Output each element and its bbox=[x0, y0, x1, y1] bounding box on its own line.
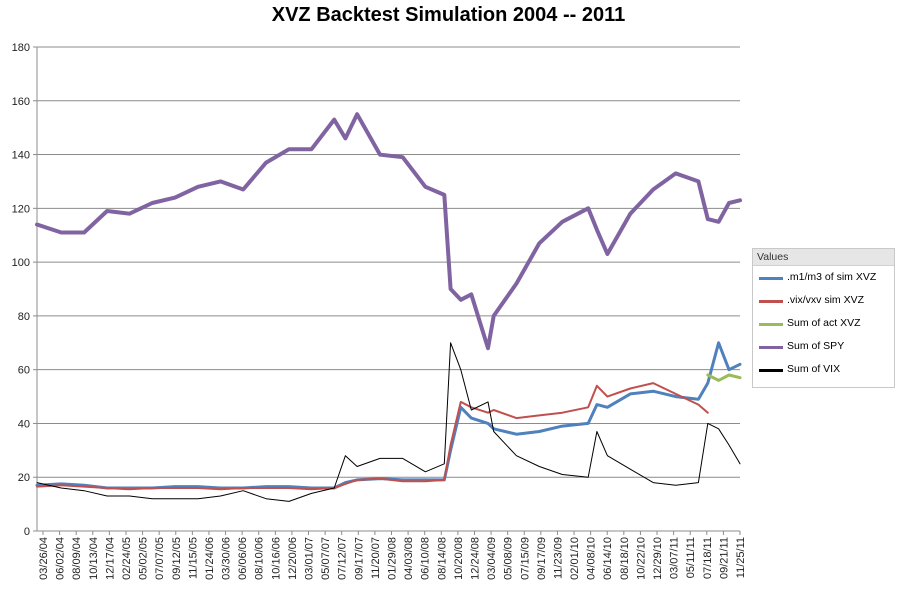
x-tick-label-26: 12/24/08 bbox=[469, 537, 481, 580]
x-tick-label-0: 03/26/04 bbox=[38, 537, 50, 580]
x-tick-label-12: 06/06/06 bbox=[237, 537, 249, 580]
x-tick-label-38: 03/07/11 bbox=[669, 537, 681, 579]
y-tick-label-60: 60 bbox=[18, 365, 30, 377]
x-tick-label-13: 08/10/06 bbox=[254, 537, 266, 580]
legend-label-m1m3: .m1/m3 of sim XVZ bbox=[787, 271, 877, 283]
x-tick-label-30: 09/17/09 bbox=[536, 537, 548, 580]
x-tick-label-4: 12/17/04 bbox=[104, 537, 116, 580]
legend-swatch-vix bbox=[759, 369, 783, 372]
x-tick-label-15: 12/20/06 bbox=[287, 537, 299, 580]
y-tick-labels: 0 20 40 60 80 100 120 140 160 180 bbox=[12, 42, 30, 538]
y-tick-label-80: 80 bbox=[18, 311, 30, 323]
x-tick-label-37: 12/29/10 bbox=[652, 537, 664, 580]
x-tick-label-7: 07/07/05 bbox=[154, 537, 166, 580]
series-line-act-xvz bbox=[706, 373, 742, 382]
x-tick-label-27: 03/04/09 bbox=[486, 537, 498, 580]
x-tick-label-3: 10/13/04 bbox=[88, 537, 100, 580]
x-tick-label-36: 10/22/10 bbox=[635, 537, 647, 580]
series-line-vix bbox=[36, 342, 741, 502]
x-tick-label-35: 08/18/10 bbox=[619, 537, 631, 580]
y-tick-label-180: 180 bbox=[12, 42, 30, 54]
x-tick-label-21: 01/29/08 bbox=[387, 537, 399, 580]
x-tick-label-31: 11/23/09 bbox=[552, 537, 564, 579]
legend-item-m1m3: .m1/m3 of sim XVZ bbox=[753, 266, 894, 289]
legend-label-spy: Sum of SPY bbox=[787, 340, 845, 352]
legend-title: Values bbox=[753, 249, 894, 266]
y-tick-label-140: 140 bbox=[12, 150, 30, 162]
legend-swatch-act-xvz bbox=[759, 323, 783, 326]
axes bbox=[33, 46, 741, 535]
x-tick-label-1: 06/02/04 bbox=[55, 537, 67, 580]
y-tick-label-100: 100 bbox=[12, 257, 30, 269]
legend-label-vixvxv: .vix/vxv sim XVZ bbox=[787, 294, 865, 306]
x-tick-label-20: 11/20/07 bbox=[370, 537, 382, 579]
legend-swatch-vixvxv bbox=[759, 300, 783, 303]
x-tick-label-29: 07/15/09 bbox=[519, 537, 531, 580]
x-tick-label-9: 11/15/05 bbox=[187, 537, 199, 579]
series-line-vixvxv bbox=[36, 382, 709, 491]
y-tick-label-0: 0 bbox=[24, 526, 30, 538]
x-tick-label-18: 07/12/07 bbox=[337, 537, 349, 580]
legend-item-act-xvz: Sum of act XVZ bbox=[753, 312, 894, 335]
x-tick-label-6: 05/02/05 bbox=[138, 537, 150, 580]
x-tick-label-42: 11/25/11 bbox=[735, 537, 747, 578]
legend-swatch-spy bbox=[759, 346, 783, 349]
legend-item-vixvxv: .vix/vxv sim XVZ bbox=[753, 289, 894, 312]
x-tick-label-10: 01/24/06 bbox=[204, 537, 216, 580]
x-tick-label-5: 02/24/05 bbox=[121, 537, 133, 580]
x-tick-label-23: 06/10/08 bbox=[420, 537, 432, 580]
x-tick-label-11: 03/30/06 bbox=[221, 537, 233, 580]
x-tick-label-22: 04/03/08 bbox=[403, 537, 415, 580]
y-tick-label-120: 120 bbox=[12, 203, 30, 215]
legend: Values .m1/m3 of sim XVZ .vix/vxv sim XV… bbox=[752, 248, 895, 388]
x-tick-label-40: 07/18/11 bbox=[702, 537, 714, 579]
y-tick-label-20: 20 bbox=[18, 472, 30, 484]
x-tick-label-8: 09/12/05 bbox=[171, 537, 183, 580]
x-tick-label-25: 10/20/08 bbox=[453, 537, 465, 580]
x-tick-labels: 03/26/04 06/02/04 08/09/04 10/13/04 12/17/04… bbox=[38, 537, 747, 580]
x-tick-label-33: 04/08/10 bbox=[586, 537, 598, 580]
x-tick-label-14: 10/16/06 bbox=[270, 537, 282, 580]
x-tick-label-41: 09/21/11 bbox=[718, 537, 730, 579]
x-tick-label-19: 09/17/07 bbox=[353, 537, 365, 580]
x-tick-label-2: 08/09/04 bbox=[71, 537, 83, 580]
series-lines bbox=[35, 112, 742, 502]
series-line-m1m3 bbox=[35, 341, 742, 490]
y-tick-label-40: 40 bbox=[18, 418, 30, 430]
legend-swatch-m1m3 bbox=[759, 277, 783, 280]
x-tick-label-17: 05/07/07 bbox=[320, 537, 332, 580]
legend-label-act-xvz: Sum of act XVZ bbox=[787, 317, 861, 329]
y-tick-label-160: 160 bbox=[12, 96, 30, 108]
legend-label-vix: Sum of VIX bbox=[787, 363, 841, 375]
x-tick-label-28: 05/08/09 bbox=[503, 537, 515, 580]
x-tick-label-16: 03/01/07 bbox=[304, 537, 316, 580]
x-tick-label-32: 02/01/10 bbox=[569, 537, 581, 580]
series-line-spy bbox=[35, 112, 742, 351]
x-tick-label-34: 06/14/10 bbox=[602, 537, 614, 580]
chart-title: XVZ Backtest Simulation 2004 -- 2011 bbox=[271, 4, 626, 26]
x-tick-label-24: 08/14/08 bbox=[436, 537, 448, 580]
legend-item-spy: Sum of SPY bbox=[753, 335, 894, 358]
legend-item-vix: Sum of VIX bbox=[753, 358, 894, 381]
x-tick-label-39: 05/11/11 bbox=[685, 537, 697, 578]
